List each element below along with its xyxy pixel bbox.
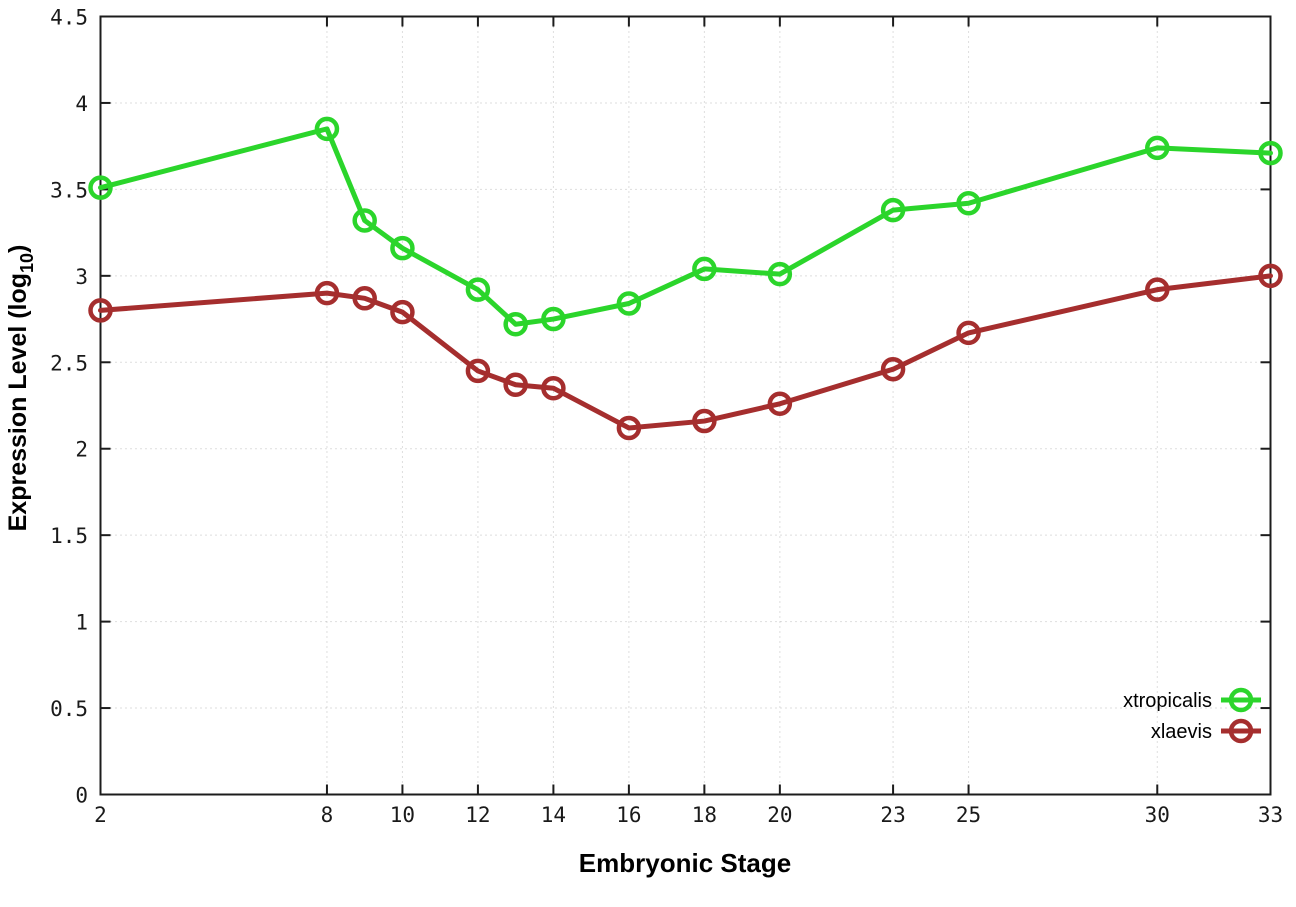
x-tick-label: 30 xyxy=(1145,803,1170,827)
x-tick-label: 12 xyxy=(465,803,490,827)
data-point-xlaevis xyxy=(88,298,113,323)
x-tick-label: 33 xyxy=(1258,803,1283,827)
x-tick-label: 16 xyxy=(616,803,641,827)
data-point-xlaevis xyxy=(880,356,906,382)
y-tick-label: 4.5 xyxy=(50,6,88,30)
data-point-xtropicalis xyxy=(503,311,528,337)
data-point-xtropicalis xyxy=(1258,140,1283,166)
data-point-xlaevis xyxy=(956,320,981,346)
legend-label-xlaevis: xlaevis xyxy=(1151,721,1212,743)
plot-border-rect xyxy=(99,15,1272,796)
data-point-xtropicalis xyxy=(956,190,981,216)
data-point-xtropicalis xyxy=(767,261,793,287)
y-tick-label: 3.5 xyxy=(50,178,88,202)
data-point-xtropicalis xyxy=(88,175,113,200)
grid-lines xyxy=(100,16,1271,795)
series-xtropicalis xyxy=(88,116,1283,337)
x-tick-label: 10 xyxy=(390,803,415,827)
y-tick-label: 3 xyxy=(75,265,88,289)
data-point-xtropicalis xyxy=(390,235,415,261)
legend-marker-xtropicalis xyxy=(1228,687,1254,713)
data-point-xtropicalis xyxy=(616,291,642,316)
y-tick-label: 1 xyxy=(75,611,88,635)
data-point-xtropicalis xyxy=(465,277,491,302)
data-point-xlaevis xyxy=(503,372,528,398)
y-tick-label: 2.5 xyxy=(50,351,88,375)
data-point-xlaevis xyxy=(314,280,340,306)
y-axis-label-close: ) xyxy=(4,245,32,253)
y-tick-label: 4 xyxy=(75,92,88,116)
series-line-xlaevis xyxy=(98,273,1273,431)
legend-markers xyxy=(1221,687,1261,744)
data-series xyxy=(88,116,1283,441)
data-point-xtropicalis xyxy=(314,116,340,142)
data-point-xlaevis xyxy=(767,391,793,417)
data-point-xlaevis xyxy=(352,286,377,311)
tick-labels: 2 8 10 12 14 16 18 20 23 25 30 33 0 0.5 1 1.5 2 2.5 3 3.5 4 4… xyxy=(50,6,1283,828)
y-axis-label: Expression Level (log10) xyxy=(4,245,37,532)
x-tick-label: 2 xyxy=(94,803,107,827)
data-point-xlaevis xyxy=(390,299,415,325)
x-tick-label: 23 xyxy=(880,803,905,827)
data-point-xtropicalis xyxy=(880,197,906,223)
data-point-xtropicalis xyxy=(352,208,377,233)
x-axis-label: Embryonic Stage xyxy=(579,848,791,878)
data-point-xlaevis xyxy=(465,358,491,384)
y-tick-label: 0 xyxy=(75,784,88,808)
data-point-xtropicalis xyxy=(692,256,717,282)
data-point-xlaevis xyxy=(616,415,642,441)
y-tick-label: 1.5 xyxy=(50,524,88,548)
series-xlaevis xyxy=(88,263,1283,441)
data-point-xlaevis xyxy=(692,408,717,434)
x-tick-label: 18 xyxy=(692,803,717,827)
data-point-xtropicalis xyxy=(541,306,566,332)
x-tick-label: 25 xyxy=(956,803,981,827)
plot-border xyxy=(99,15,1272,796)
x-tick-label: 14 xyxy=(541,803,566,827)
x-tick-label: 8 xyxy=(321,803,334,827)
data-point-xtropicalis xyxy=(1145,135,1170,161)
legend-label-xtropicalis: xtropicalis xyxy=(1123,690,1212,712)
data-point-xlaevis xyxy=(541,375,566,401)
data-point-xlaevis xyxy=(1145,277,1170,302)
y-tick-label: 0.5 xyxy=(50,697,88,721)
data-point-xlaevis xyxy=(1258,263,1283,289)
y-axis-label-main: Expression Level (log xyxy=(4,273,32,531)
x-tick-label: 20 xyxy=(767,803,792,827)
y-axis-label-subscript: 10 xyxy=(17,253,37,273)
y-tick-label: 2 xyxy=(75,438,88,462)
axis-ticks xyxy=(99,15,1272,796)
legend-marker-xlaevis xyxy=(1228,718,1254,744)
